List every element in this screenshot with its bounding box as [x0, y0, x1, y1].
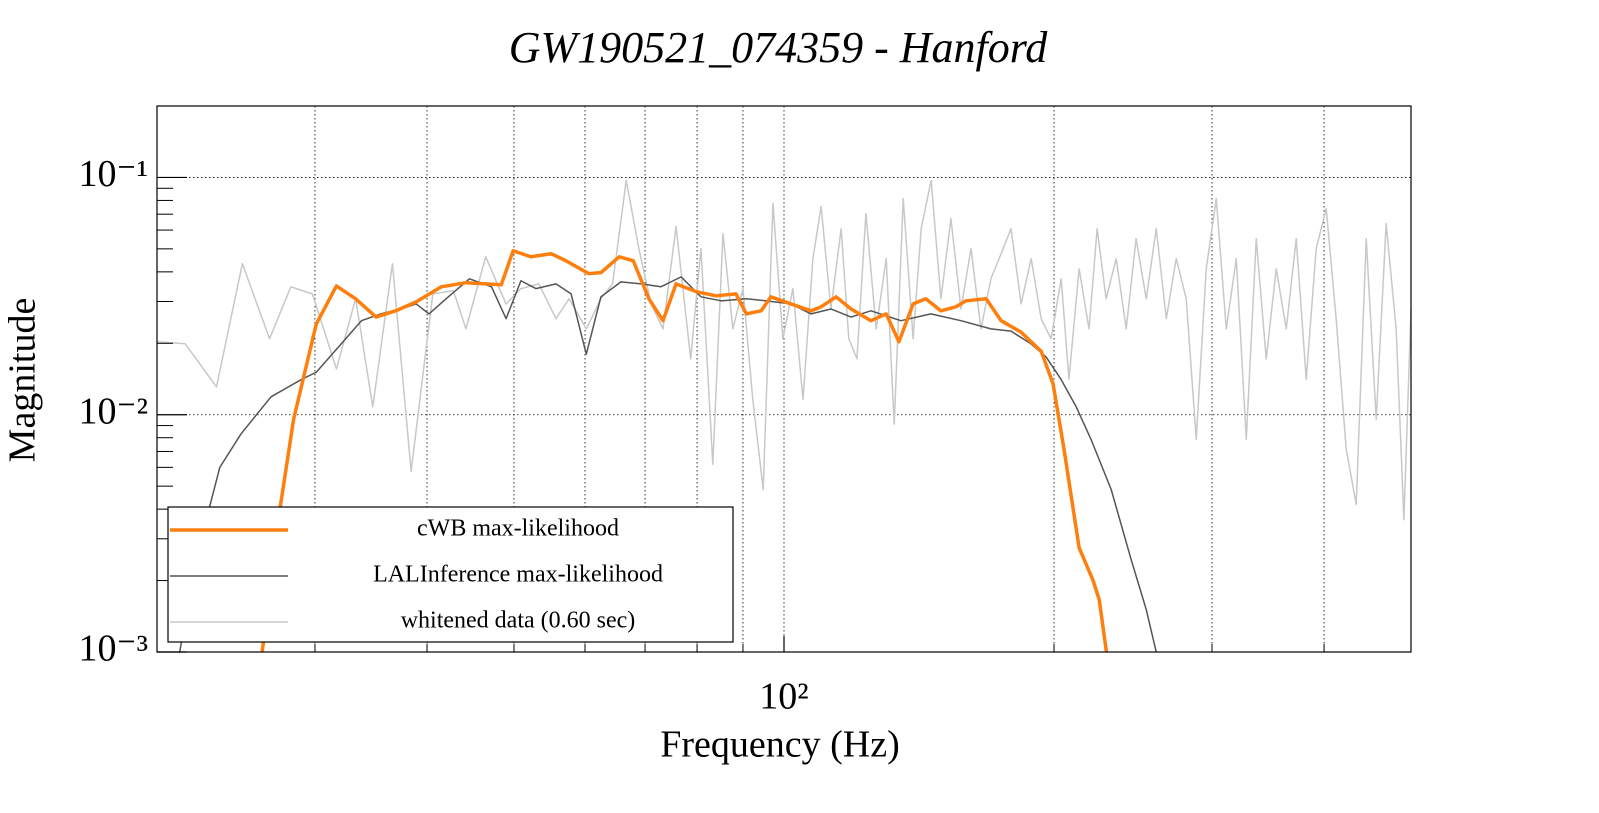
legend-label: LALInference max-likelihood	[373, 562, 663, 588]
y-axis-title: Magnitude	[2, 298, 44, 463]
plot-frame	[156, 105, 1412, 653]
chart-title: GW190521_074359 - Hanford	[509, 23, 1049, 72]
grid	[157, 106, 1411, 652]
y-tick-label: 10⁻¹	[79, 153, 148, 195]
axes: 10² 10⁻³ 10⁻² 10⁻¹	[79, 105, 1325, 718]
x-tick-label: 10²	[759, 676, 808, 718]
legend: cWB max-likelihood LALInference max-likel…	[167, 506, 734, 643]
series-line	[260, 248, 1109, 652]
y-tick-label: 10⁻²	[79, 390, 148, 432]
x-axis-title: Frequency (Hz)	[660, 724, 900, 766]
legend-label: whitened data (0.60 sec)	[401, 608, 636, 634]
lines	[157, 179, 1411, 652]
series-line	[178, 276, 1157, 652]
y-tick-label: 10⁻³	[79, 628, 148, 670]
series-line	[157, 179, 1411, 521]
legend-label: cWB max-likelihood	[417, 516, 619, 542]
